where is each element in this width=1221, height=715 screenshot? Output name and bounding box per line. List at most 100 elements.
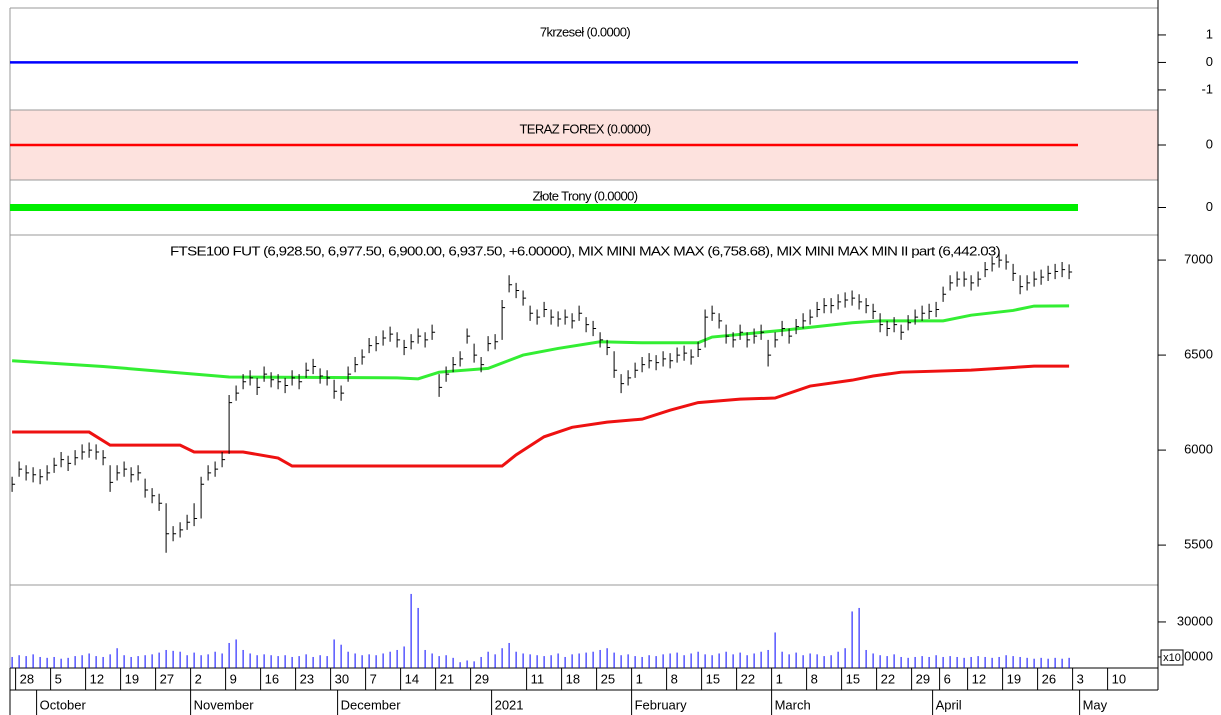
y-tick-label: 0 [1206,199,1213,214]
price-bar [74,450,79,466]
price-bar [536,309,541,325]
price-bar [697,341,702,357]
price-bar [753,328,758,344]
month-label: October [40,697,87,712]
price-bar [186,514,191,530]
price-bar [221,451,226,468]
price-bar [158,493,163,511]
x-tick-label: 10 [1112,671,1126,686]
y-tick-label: 6000 [1184,442,1213,457]
month-label: November [194,697,255,712]
price-bar [620,374,625,394]
price-bar [417,328,422,344]
x-tick-label: 28 [20,671,34,686]
price-bar [88,442,93,458]
price-bar [970,275,975,291]
indicator-band [12,304,1070,381]
price-bar [1012,263,1017,281]
price-bar [823,298,828,314]
x-tick-label: 12 [90,671,104,686]
price-bar [963,271,968,287]
x-tick-label: 22 [881,671,895,686]
x-tick-label: 2 [195,671,202,686]
price-bar [473,343,478,363]
unit-box [1160,649,1184,666]
price-bar [788,328,793,344]
price-bar [984,261,989,278]
month-label: April [936,697,962,712]
price-bar [1061,261,1066,278]
price-bar [550,309,555,325]
price-bar [802,313,807,329]
price-bar [683,345,688,361]
x-tick-label: 23 [300,671,314,686]
price-bar [116,465,121,481]
x-tick-label: 21 [440,671,454,686]
x-tick-label: 14 [405,671,419,686]
x-tick-label: 26 [1042,671,1056,686]
price-bar [837,294,842,310]
x-tick-label: 22 [741,671,755,686]
y-tick-label: 7000 [1184,252,1213,267]
price-bar [893,317,898,333]
price-bar [298,374,303,390]
x-tick-label: 8 [811,671,818,686]
x-tick-label: 16 [265,671,279,686]
price-bar [95,444,100,460]
price-bar [1047,265,1052,281]
price-bar [522,290,527,306]
price-bar [676,347,681,363]
month-label: February [635,697,688,712]
price-bar [508,275,513,293]
x-tick-label: 11 [531,671,545,686]
x-tick-label: 18 [566,671,580,686]
price-bar [886,320,891,337]
price-bar [1026,275,1031,291]
price-bar [242,374,247,390]
price-bar [529,305,534,321]
price-bar [256,377,261,395]
price-bar [872,303,877,319]
price-bar [634,362,639,378]
price-bar [438,374,443,397]
price-bar [144,478,149,498]
unit-label: x10 [1163,652,1181,664]
price-bar [263,366,268,382]
x-tick-label: 19 [125,671,139,686]
price-bar [11,476,16,492]
price-bar [81,444,86,460]
price-bar [578,305,583,321]
price-bar [606,339,611,356]
price-bar [739,324,744,340]
price-bar [585,317,590,333]
y-tick-label: 1 [1206,26,1213,41]
x-tick-label: 25 [601,671,615,686]
price-bar [305,362,310,378]
y-tick-label: 0 [1206,54,1213,69]
price-bar [284,377,289,394]
price-bar [361,349,366,365]
price-bar [830,298,835,314]
price-bar [865,298,870,314]
price-bar [459,351,464,367]
price-bar [67,455,72,471]
price-bar [809,309,814,325]
price-bar [109,465,114,492]
price-bar [25,465,30,481]
price-bar [403,339,408,356]
price-bar [32,467,37,483]
price-bar [494,334,499,350]
price-bar [956,271,961,287]
price-bar [914,309,919,325]
price-bar [844,292,849,308]
price-bar [165,503,170,553]
price-bar [340,385,345,401]
price-bar [1019,275,1024,295]
price-bar [564,309,569,325]
price-bar [991,256,996,272]
price-bar [641,356,646,373]
price-bar [53,457,58,473]
price-bar [424,332,429,348]
price-bar [270,372,275,388]
